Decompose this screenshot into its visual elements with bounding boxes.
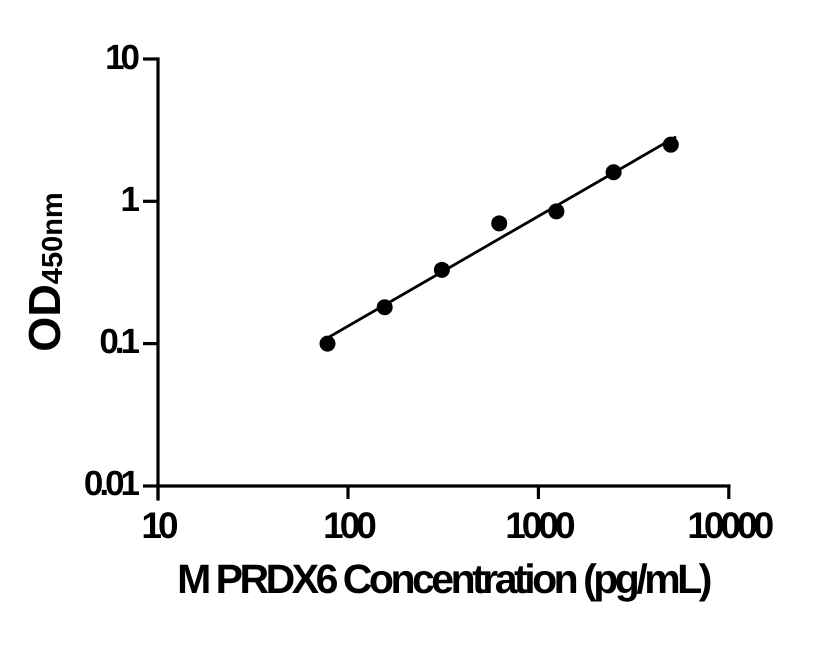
svg-text:10: 10 xyxy=(141,505,178,546)
svg-text:M PRDX6 Concentration (pg/mL): M PRDX6 Concentration (pg/mL) xyxy=(177,556,711,602)
svg-text:1000: 1000 xyxy=(505,505,575,546)
svg-text:OD450nm: OD450nm xyxy=(19,192,70,351)
svg-text:10: 10 xyxy=(105,38,139,77)
svg-text:1: 1 xyxy=(121,180,140,219)
svg-text:0.01: 0.01 xyxy=(84,464,140,503)
svg-text:100: 100 xyxy=(323,505,376,546)
svg-text:0.1: 0.1 xyxy=(99,322,139,361)
svg-text:10000: 10000 xyxy=(687,505,773,546)
